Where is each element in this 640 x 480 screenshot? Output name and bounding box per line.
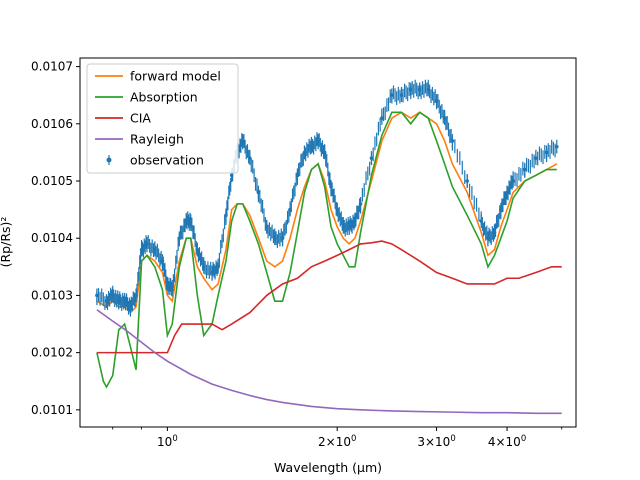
data-point xyxy=(335,207,340,212)
data-point xyxy=(184,219,189,223)
legend-item: observation xyxy=(106,153,204,168)
series-line xyxy=(96,240,562,354)
data-point xyxy=(195,247,200,252)
legend: forward model Absorption CIA Rayleigh observ… xyxy=(86,63,239,174)
x-tick-label: 2×100 xyxy=(318,434,356,449)
series-line xyxy=(96,309,562,415)
data-point xyxy=(288,207,292,212)
data-point xyxy=(511,179,515,183)
data-point xyxy=(329,184,333,189)
data-point xyxy=(341,224,346,229)
data-point xyxy=(417,87,422,92)
data-point xyxy=(554,144,559,149)
data-point xyxy=(302,150,307,155)
data-point xyxy=(248,156,252,160)
series-rayleigh xyxy=(96,309,562,415)
data-point xyxy=(240,139,245,143)
series-absorption xyxy=(96,111,557,389)
data-point xyxy=(534,156,538,160)
legend-box xyxy=(86,63,239,174)
data-point xyxy=(295,173,300,178)
y-tick-label: 0.0102 xyxy=(31,346,73,360)
plot-frame xyxy=(79,57,577,428)
y-tick-label: 0.0107 xyxy=(31,60,73,74)
legend-item: forward model xyxy=(95,69,221,84)
data-point xyxy=(309,144,314,149)
x-axis-label: Wavelength (μm) xyxy=(274,460,382,475)
data-point xyxy=(210,270,214,275)
data-point xyxy=(492,230,497,235)
series-line xyxy=(96,111,558,314)
data-point xyxy=(442,116,447,120)
data-point xyxy=(104,299,109,303)
y-tick-label: 0.0106 xyxy=(31,117,73,131)
data-point xyxy=(522,167,527,172)
data-point xyxy=(160,259,165,263)
data-point xyxy=(110,293,115,298)
legend-label: observation xyxy=(130,153,204,168)
data-point xyxy=(170,287,175,292)
data-point xyxy=(153,247,157,252)
data-point xyxy=(272,236,277,241)
series-line xyxy=(96,111,557,389)
data-point xyxy=(434,99,439,103)
x-tick-label: 3×100 xyxy=(417,434,455,449)
legend-marker xyxy=(106,157,112,163)
legend-item: Absorption xyxy=(95,90,198,105)
series-cia xyxy=(96,240,562,354)
x-tick-label: 100 xyxy=(157,434,178,449)
data-point xyxy=(280,236,285,241)
data-point xyxy=(201,265,206,269)
series-forward-model xyxy=(96,111,558,314)
data-point xyxy=(358,202,363,206)
data-point xyxy=(229,173,234,178)
ticks-layer: 0.0101 0.0102 0.0103 0.0104 0.0105 0.0106 0.01… xyxy=(31,60,563,449)
data-point xyxy=(426,87,431,92)
data-point xyxy=(499,207,503,212)
data-point xyxy=(216,265,220,269)
data-point xyxy=(177,236,182,241)
data-point xyxy=(486,236,490,241)
data-point xyxy=(145,242,149,246)
legend-label: forward model xyxy=(130,69,221,84)
data-point xyxy=(544,150,549,155)
data-point xyxy=(139,247,144,252)
legend-item: CIA xyxy=(95,111,151,126)
data-point xyxy=(316,139,320,143)
data-point xyxy=(116,299,121,303)
y-tick-label: 0.0104 xyxy=(31,231,73,245)
data-point xyxy=(479,219,484,223)
legend-label: Rayleigh xyxy=(130,132,184,147)
data-point xyxy=(264,224,269,229)
data-point xyxy=(134,293,138,298)
data-point xyxy=(408,87,413,92)
legend-label: Absorption xyxy=(130,90,198,105)
data-point xyxy=(353,219,357,223)
data-point xyxy=(369,156,374,160)
y-tick-label: 0.0103 xyxy=(31,288,73,302)
data-point xyxy=(188,219,193,223)
data-point xyxy=(465,179,470,183)
data-point xyxy=(399,93,404,97)
y-axis-label: (Rp/Rs)² xyxy=(0,217,13,268)
y-tick-label: 0.0105 xyxy=(31,174,73,188)
legend-item: Rayleigh xyxy=(95,132,184,147)
y-tick-label: 0.0101 xyxy=(31,403,73,417)
data-point xyxy=(128,305,133,309)
data-point xyxy=(347,224,351,229)
data-point xyxy=(256,190,261,195)
data-point xyxy=(224,213,228,218)
data-point xyxy=(390,93,394,97)
legend-label: CIA xyxy=(130,111,151,126)
data-point xyxy=(122,299,127,303)
data-point xyxy=(380,116,384,120)
data-point xyxy=(505,190,509,195)
data-point xyxy=(322,150,327,155)
x-tick-label: 4×100 xyxy=(488,434,526,449)
data-point xyxy=(95,293,99,298)
data-point xyxy=(165,282,170,286)
data-point xyxy=(450,139,455,143)
